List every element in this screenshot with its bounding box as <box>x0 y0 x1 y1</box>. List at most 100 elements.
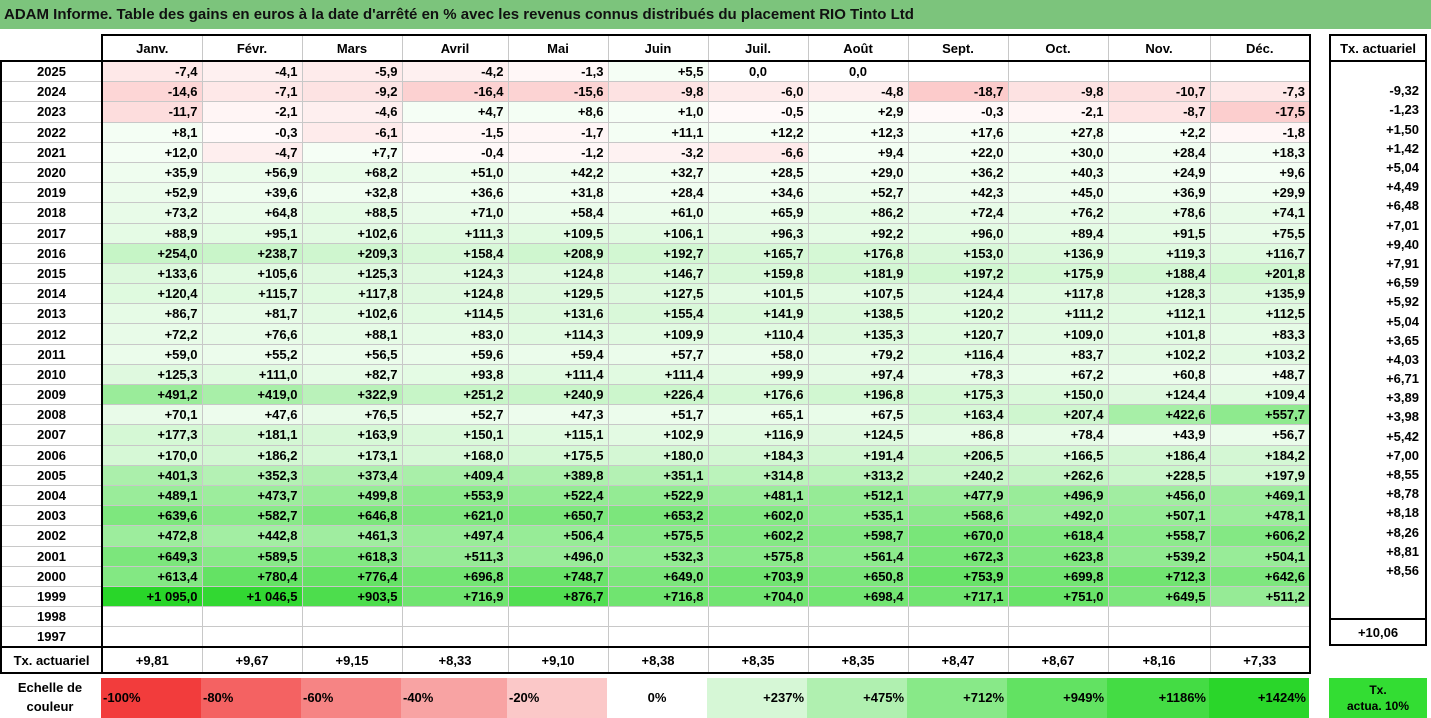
gain-cell: +74,1 <box>1209 202 1311 224</box>
gain-cell: +650,7 <box>507 505 609 527</box>
year-label: 2012 <box>0 323 103 345</box>
gain-cell: -10,7 <box>1107 81 1211 103</box>
gain-cell: +120,7 <box>907 323 1009 345</box>
year-label: 2001 <box>0 545 103 567</box>
gain-cell: +29,9 <box>1209 182 1311 204</box>
gain-cell: +238,7 <box>201 242 303 264</box>
table-row: 2007 +177,3 +181,1 +163,9 +150,1 +115,1 +102,9… <box>0 424 1311 446</box>
gain-cell: +170,0 <box>101 444 203 466</box>
month-header: Juil. <box>707 34 809 62</box>
gain-cell: +197,9 <box>1209 464 1311 486</box>
table-row: 2016 +254,0 +238,7 +209,3 +158,4 +208,9 +192,7… <box>0 242 1311 264</box>
actuarial-rate-cell: +6,48 <box>1329 196 1427 216</box>
gain-cell: +102,6 <box>301 222 403 244</box>
year-label: 2006 <box>0 444 103 466</box>
gain-cell: +776,4 <box>301 565 403 587</box>
gain-cell <box>401 626 509 649</box>
gain-cell: +124,5 <box>807 424 909 446</box>
gain-cell: +36,2 <box>907 161 1009 184</box>
gain-cell: +712,3 <box>1107 565 1211 587</box>
gain-cell: +88,5 <box>301 202 403 224</box>
gain-cell: -2,1 <box>201 101 303 123</box>
gain-cell: -2,1 <box>1007 101 1109 123</box>
gain-cell: +184,2 <box>1209 444 1311 466</box>
gain-cell: +461,3 <box>301 525 403 547</box>
gain-cell: +97,4 <box>807 363 909 386</box>
gain-cell: +42,3 <box>907 182 1009 204</box>
gain-cell: +116,4 <box>907 343 1009 365</box>
gain-cell: +73,2 <box>101 202 203 224</box>
gain-cell: +32,8 <box>301 182 403 204</box>
month-header: Mai <box>507 34 609 62</box>
gain-cell <box>1107 606 1211 628</box>
gain-cell <box>907 626 1009 649</box>
year-label: 1998 <box>0 606 103 628</box>
gain-cell: +9,6 <box>1209 161 1311 184</box>
table-row: 2006 +170,0 +186,2 +173,1 +168,0 +175,5 +180,0… <box>0 444 1311 466</box>
gain-cell: +186,4 <box>1107 444 1211 466</box>
gain-cell: +91,5 <box>1107 222 1211 244</box>
actuarial-rate-cell <box>1329 580 1427 600</box>
gain-cell <box>201 606 303 628</box>
gain-cell: +117,8 <box>301 283 403 305</box>
footer-rate-cell: +9,81 <box>101 646 203 675</box>
gain-cell: +561,4 <box>807 545 909 567</box>
color-scale-label-line1: Echelle de <box>17 680 83 695</box>
actuarial-rate-cell: +8,81 <box>1329 541 1427 561</box>
gain-cell: +35,9 <box>101 161 203 184</box>
table-row: 2009 +491,2 +419,0 +322,9 +251,2 +240,9 +226,4… <box>0 383 1311 406</box>
gain-cell: +138,5 <box>807 303 909 325</box>
gain-cell: +72,4 <box>907 202 1009 224</box>
gain-cell: -7,1 <box>201 81 303 103</box>
gain-cell: +124,8 <box>401 283 509 305</box>
gain-cell: +9,4 <box>807 141 909 163</box>
table-row: 2001 +649,3 +589,5 +618,3 +511,3 +496,0 +532,3… <box>0 545 1311 567</box>
gain-cell: +61,0 <box>607 202 709 224</box>
gain-cell: -9,8 <box>607 81 709 103</box>
gain-cell: +150,0 <box>1007 383 1109 406</box>
gain-cell: +99,9 <box>707 363 809 386</box>
gain-cell: +86,7 <box>101 303 203 325</box>
actuarial-rate-cell: +5,42 <box>1329 426 1427 446</box>
gain-cell: +163,4 <box>907 404 1009 426</box>
year-label: 1999 <box>0 585 103 608</box>
gain-cell: +101,5 <box>707 283 809 305</box>
gain-cell: +642,6 <box>1209 565 1311 587</box>
gain-cell: +86,2 <box>807 202 909 224</box>
gain-cell: +141,9 <box>707 303 809 325</box>
gain-cell: +150,1 <box>401 424 509 446</box>
gain-cell: +155,4 <box>607 303 709 325</box>
month-header: Oct. <box>1007 34 1109 62</box>
gain-cell: +2,2 <box>1107 121 1211 143</box>
gain-cell: +442,8 <box>201 525 303 547</box>
table-row: 2019 +52,9 +39,6 +32,8 +36,6 +31,8 +28,4 +34,6 +… <box>0 182 1311 204</box>
gain-cell: +88,1 <box>301 323 403 345</box>
actuarial-rate-header: Tx. actuariel <box>1329 34 1427 62</box>
gain-cell: +575,8 <box>707 545 809 567</box>
color-scale-step: -100% <box>101 678 201 718</box>
footer-rate-cell: +8,47 <box>907 646 1009 675</box>
table-row: 2023 -11,7 -2,1 -4,6 +4,7 +8,6 +1,0 -0,5 +2,9 -0,… <box>0 101 1311 123</box>
gain-cell: +163,9 <box>301 424 403 446</box>
gain-cell: +240,2 <box>907 464 1009 486</box>
gain-cell: +112,5 <box>1209 303 1311 325</box>
gain-cell: +401,3 <box>101 464 203 486</box>
color-scale-step: -20% <box>507 678 607 718</box>
gain-cell: +34,6 <box>707 182 809 204</box>
gain-cell: +136,9 <box>1007 242 1109 264</box>
gain-cell: +472,8 <box>101 525 203 547</box>
gain-cell: +478,1 <box>1209 505 1311 527</box>
footer-rate-cell: +8,35 <box>707 646 809 675</box>
gain-cell: +5,5 <box>607 60 709 83</box>
gain-cell: +165,7 <box>707 242 809 264</box>
gain-cell: +496,0 <box>507 545 609 567</box>
year-label: 2000 <box>0 565 103 587</box>
gain-cell <box>201 626 303 649</box>
year-label: 2024 <box>0 81 103 103</box>
color-scale-label: Echelle de couleur <box>0 678 100 718</box>
table-row: 2010 +125,3 +111,0 +82,7 +93,8 +111,4 +111,4 +9… <box>0 363 1311 386</box>
gain-cell: +553,9 <box>401 484 509 507</box>
gain-cell: +522,4 <box>507 484 609 507</box>
gain-cell: +481,1 <box>707 484 809 507</box>
gain-cell: +95,1 <box>201 222 303 244</box>
